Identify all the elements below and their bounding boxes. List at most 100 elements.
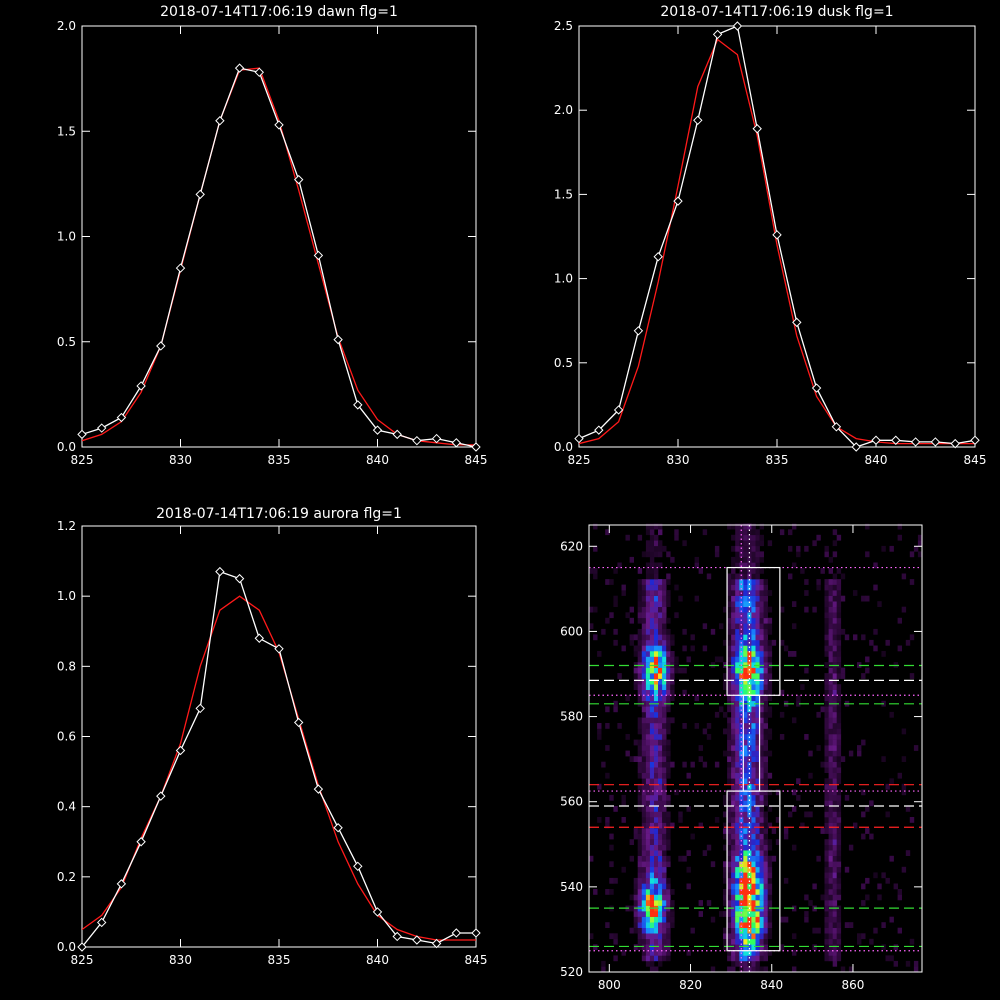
heatmap-cell — [662, 844, 667, 851]
heatmap-cell — [804, 579, 809, 585]
heatmap-cell — [735, 534, 740, 541]
heatmap-cell — [727, 678, 732, 685]
plot-frame — [81, 525, 477, 948]
heatmap-cell — [714, 656, 720, 663]
heatmap-cell — [649, 872, 655, 879]
heatmap-cell — [759, 889, 764, 895]
heatmap-cell — [755, 617, 760, 624]
heatmap-cell — [759, 922, 764, 928]
heatmap-cell — [832, 684, 838, 690]
heatmap-cell — [743, 684, 748, 690]
heatmap-cell — [743, 678, 748, 685]
heatmap-cell — [735, 551, 740, 558]
heatmap-cell — [694, 695, 699, 702]
heatmap-cell — [641, 911, 647, 917]
heatmap-cell — [759, 606, 764, 613]
heatmap-cell — [824, 639, 829, 646]
heatmap-cell — [828, 595, 833, 602]
heatmap-cell — [832, 590, 838, 596]
heatmap-cell — [905, 960, 911, 967]
heatmap-cell — [747, 772, 752, 779]
heatmap-cell — [621, 590, 626, 596]
heatmap-cell — [824, 689, 829, 696]
data-point — [811, 383, 822, 393]
heatmap-cell — [739, 606, 744, 613]
y-tick-label: 580 — [560, 710, 583, 724]
heatmap-cell — [800, 684, 805, 690]
heatmap-cell — [641, 628, 647, 635]
data-point — [910, 437, 921, 447]
heatmap-cell — [824, 700, 829, 707]
heatmap-cell — [625, 695, 630, 702]
heatmap-cell — [836, 916, 842, 923]
heatmap-cell — [727, 927, 732, 934]
heatmap-cell — [824, 745, 829, 751]
heatmap-cell — [625, 612, 630, 619]
heatmap-cell — [755, 960, 760, 967]
heatmap-cell — [637, 590, 643, 596]
heatmap-cell — [731, 839, 736, 845]
heatmap-cell — [824, 916, 829, 923]
heatmap-cell — [751, 828, 756, 834]
heatmap-cell — [735, 562, 740, 569]
heatmap-cell — [654, 911, 659, 917]
heatmap-cell — [658, 695, 663, 702]
heatmap-cell — [658, 717, 663, 724]
heatmap-cell — [743, 579, 748, 585]
heatmap-cell — [629, 606, 634, 613]
heatmap-cell — [649, 800, 655, 807]
heatmap-cell — [759, 590, 764, 596]
heatmap-cell — [751, 783, 756, 790]
heatmap-cell — [662, 850, 667, 856]
heatmap-cell — [601, 960, 606, 967]
heatmap-cell — [719, 911, 724, 917]
heatmap-cell — [836, 623, 842, 630]
heatmap-cell — [747, 894, 752, 901]
heatmap-cell — [917, 551, 923, 558]
heatmap-cell — [763, 844, 768, 851]
heatmap-cell — [836, 828, 842, 834]
heatmap-cell — [743, 728, 748, 735]
heatmap-cell — [759, 911, 764, 917]
heatmap-cell — [913, 960, 919, 967]
heatmap-cell — [633, 894, 639, 901]
heatmap-cell — [897, 889, 902, 895]
heatmap-cell — [637, 639, 643, 646]
heatmap-cell — [727, 883, 732, 890]
heatmap-cell — [641, 551, 647, 558]
heatmap-cell — [832, 839, 838, 845]
heatmap-cell — [832, 761, 838, 768]
heatmap-cell — [727, 750, 732, 757]
heatmap-cell — [674, 667, 679, 674]
heatmap-cell — [649, 960, 655, 967]
heatmap-cell — [812, 540, 817, 547]
heatmap-cell — [662, 839, 667, 845]
heatmap-cell — [759, 866, 764, 873]
heatmap-cell — [828, 639, 833, 646]
heatmap-cell — [857, 745, 862, 751]
heatmap-cell — [645, 728, 651, 735]
heatmap-cell — [727, 877, 732, 884]
heatmap-cell — [735, 794, 740, 801]
heatmap-cell — [751, 678, 756, 685]
heatmap-cell — [739, 717, 744, 724]
heatmap-cell — [641, 673, 647, 679]
heatmap-cell — [645, 955, 651, 962]
heatmap-cell — [637, 534, 643, 541]
heatmap-cell — [751, 706, 756, 713]
heatmap-cell — [832, 634, 838, 641]
heatmap-cell — [824, 861, 829, 868]
heatmap-cell — [654, 678, 659, 685]
heatmap-cell — [731, 711, 736, 718]
heatmap-cell — [844, 866, 850, 873]
heatmap-cell — [613, 806, 618, 812]
data-point — [970, 435, 980, 445]
heatmap-cell — [649, 612, 655, 619]
heatmap-cell — [670, 761, 675, 768]
heatmap-cell — [832, 800, 838, 807]
heatmap-cell — [759, 667, 764, 674]
heatmap-cell — [731, 794, 736, 801]
heatmap-cell — [792, 562, 797, 569]
heatmap-cell — [763, 590, 768, 596]
heatmap-cell — [723, 938, 728, 945]
